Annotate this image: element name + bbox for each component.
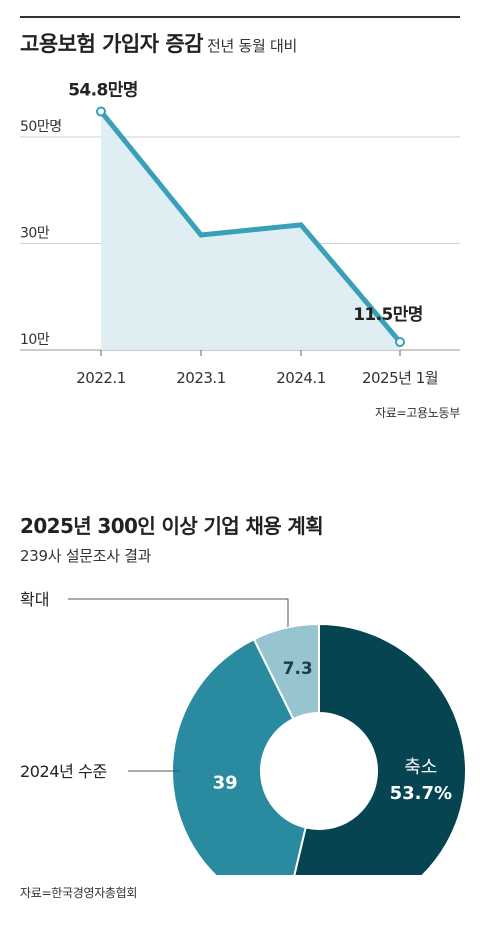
data-label: 11.5만명 (353, 305, 423, 325)
donut-chart: 축소 53.7% 39 7.3 확대 2024년 수준 (20, 590, 467, 875)
slice-label: 축소 (404, 757, 437, 778)
line-chart-source: 자료=고용노동부 (375, 406, 460, 420)
slice-callout-label: 2024년 수준 (20, 762, 107, 781)
slice-value: 39 (213, 773, 238, 794)
y-tick-label: 50만명 (20, 119, 62, 135)
series-line (99, 109, 402, 344)
x-tick-label: 2025년 1월 (362, 369, 438, 387)
x-tick-label: 2022.1 (76, 369, 126, 387)
y-tick-label: 30만 (20, 226, 50, 242)
line-chart-title-block: 고용보험 가입자 증감 전년 동월 대비 (20, 28, 297, 58)
data-label: 54.8만명 (68, 80, 138, 100)
donut-chart-subtitle: 239사 설문조사 결과 (20, 547, 152, 565)
slice-value: 53.7% (390, 783, 452, 804)
top-rule (20, 16, 460, 18)
line-chart-title: 고용보험 가입자 증감 (20, 32, 204, 56)
donut-slice (252, 622, 320, 721)
y-tick-label: 10만 (20, 332, 50, 348)
slice-callout-label: 확대 (20, 590, 49, 609)
donut-slice (171, 637, 307, 875)
leader-line (68, 598, 289, 627)
data-point (96, 106, 106, 117)
donut-slice (293, 622, 467, 875)
donut-chart-source: 자료=한국경영자총협회 (20, 886, 138, 900)
x-tick-label: 2024.1 (276, 369, 326, 387)
x-tick-label: 2023.1 (176, 369, 226, 387)
data-point (395, 337, 405, 348)
slice-value: 7.3 (283, 659, 313, 679)
line-chart-subtitle: 전년 동월 대비 (207, 37, 297, 55)
line-chart: 10만 30만 50만명 2022.1 2023.1 2024.1 2025년 1월 54.8… (20, 80, 460, 387)
donut-chart-title: 2025년 300인 이상 기업 채용 계획 (20, 514, 324, 538)
